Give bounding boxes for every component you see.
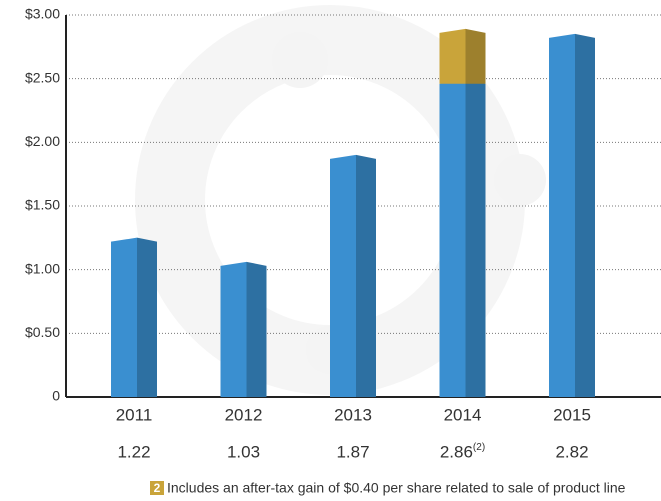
footnote-marker-box [150, 481, 164, 495]
bar-side [356, 154, 376, 397]
bar-front [220, 261, 247, 397]
bar-side [465, 79, 486, 397]
y-tick-label: $2.00 [25, 133, 60, 149]
bar-front [439, 79, 466, 397]
bar-side [575, 33, 595, 398]
total-label: 2.82 [555, 442, 588, 461]
bar-segment [439, 79, 486, 397]
bar-side [465, 28, 486, 84]
total-label: 1.87 [336, 442, 369, 461]
x-tick-label: 2015 [553, 405, 591, 424]
y-tick-label: $3.00 [25, 6, 60, 22]
y-tick-label: $1.50 [25, 197, 60, 213]
bar-front [111, 237, 137, 397]
bar-segment [330, 154, 376, 397]
footnote-marker: 2 [154, 481, 161, 495]
total-label: 1.22 [117, 442, 150, 461]
x-tick-label: 2014 [444, 405, 482, 424]
x-tick-label: 2012 [225, 405, 263, 424]
bar-front [549, 33, 575, 398]
bar-segment [220, 261, 267, 397]
y-tick-label: $2.50 [25, 69, 60, 85]
y-tick-label: $1.00 [25, 260, 60, 276]
bar-side [246, 261, 267, 397]
footnote: Includes an after-tax gain of $0.40 per … [167, 480, 626, 496]
bar-front [439, 28, 466, 84]
bar-segment [111, 237, 157, 397]
y-tick-label: $0.50 [25, 324, 60, 340]
x-tick-label: 2011 [116, 405, 153, 424]
total-footnote-ref: (2) [473, 442, 485, 453]
bar-side [137, 237, 157, 397]
total-label: 2.86(2) [440, 442, 485, 462]
bar-segment [439, 28, 486, 84]
x-tick-label: 2013 [334, 405, 372, 424]
bar-front [330, 154, 356, 397]
total-label: 1.03 [227, 442, 260, 461]
bar-segment [549, 33, 595, 398]
y-tick-label: 0 [52, 388, 60, 404]
